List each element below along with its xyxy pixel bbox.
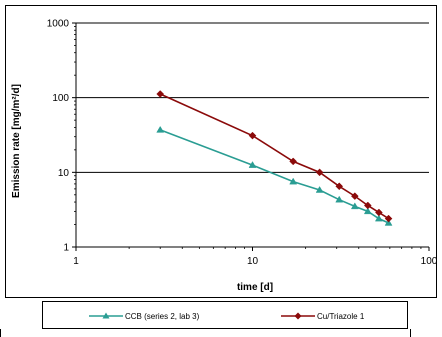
data-point-1-3: [315, 168, 324, 177]
legend-item-ccb: CCB (series 2, lab 3): [89, 309, 199, 323]
right-border-line: [410, 329, 411, 337]
data-point-1-1: [248, 131, 257, 140]
legend-swatch-cu-triazole: [281, 312, 315, 320]
data-point-0-1: [248, 161, 257, 168]
ytick-label-1: 1: [63, 243, 69, 254]
data-point-0-7: [374, 214, 383, 222]
xtick-label-100: 100: [421, 256, 436, 267]
legend-label-ccb: CCB (series 2, lab 3): [125, 311, 200, 321]
axes: [72, 22, 430, 251]
ytick-label-10: 10: [58, 168, 70, 179]
xtick-label-1: 1: [73, 256, 79, 267]
data-point-0-4: [335, 195, 344, 203]
chart-frame: 1 10 100 1000 1 10 100 time [d] Emission rate …: [5, 5, 438, 298]
data-point-0-5: [350, 202, 359, 210]
ytick-label-1000: 1000: [47, 19, 70, 30]
xtick-label-10: 10: [247, 256, 259, 267]
chart-plot: 1 10 100 1000 1 10 100 time [d] Emission rate …: [11, 19, 438, 294]
data-point-1-6: [363, 201, 372, 210]
data-point-0-2: [289, 177, 298, 185]
x-axis-label: time [d]: [237, 282, 273, 293]
data-point-0-0: [156, 125, 165, 133]
series-line-1: [159, 93, 389, 220]
left-border-line: [0, 329, 1, 337]
series-layer: [156, 90, 393, 226]
data-point-1-2: [289, 157, 298, 166]
legend-label-cu-triazole: Cu/Triazole 1: [317, 311, 365, 321]
y-axis-label: Emission rate [mg/m²/d]: [11, 84, 22, 198]
data-point-1-4: [335, 182, 344, 191]
data-point-1-5: [350, 192, 359, 200]
tick-labels: 1 10 100 1000 1 10 100: [47, 19, 438, 268]
grid-lines: [76, 22, 429, 173]
data-point-1-7: [375, 208, 383, 217]
data-point-0-6: [363, 207, 372, 215]
legend-swatch-ccb: [89, 312, 123, 319]
data-point-1-0: [156, 90, 165, 98]
legend: CCB (series 2, lab 3) Cu/Triazole 1: [42, 301, 408, 329]
data-point-0-3: [315, 186, 324, 193]
legend-item-cu-triazole: Cu/Triazole 1: [281, 309, 364, 323]
ytick-label-100: 100: [52, 93, 69, 104]
data-point-1-8: [384, 214, 393, 223]
